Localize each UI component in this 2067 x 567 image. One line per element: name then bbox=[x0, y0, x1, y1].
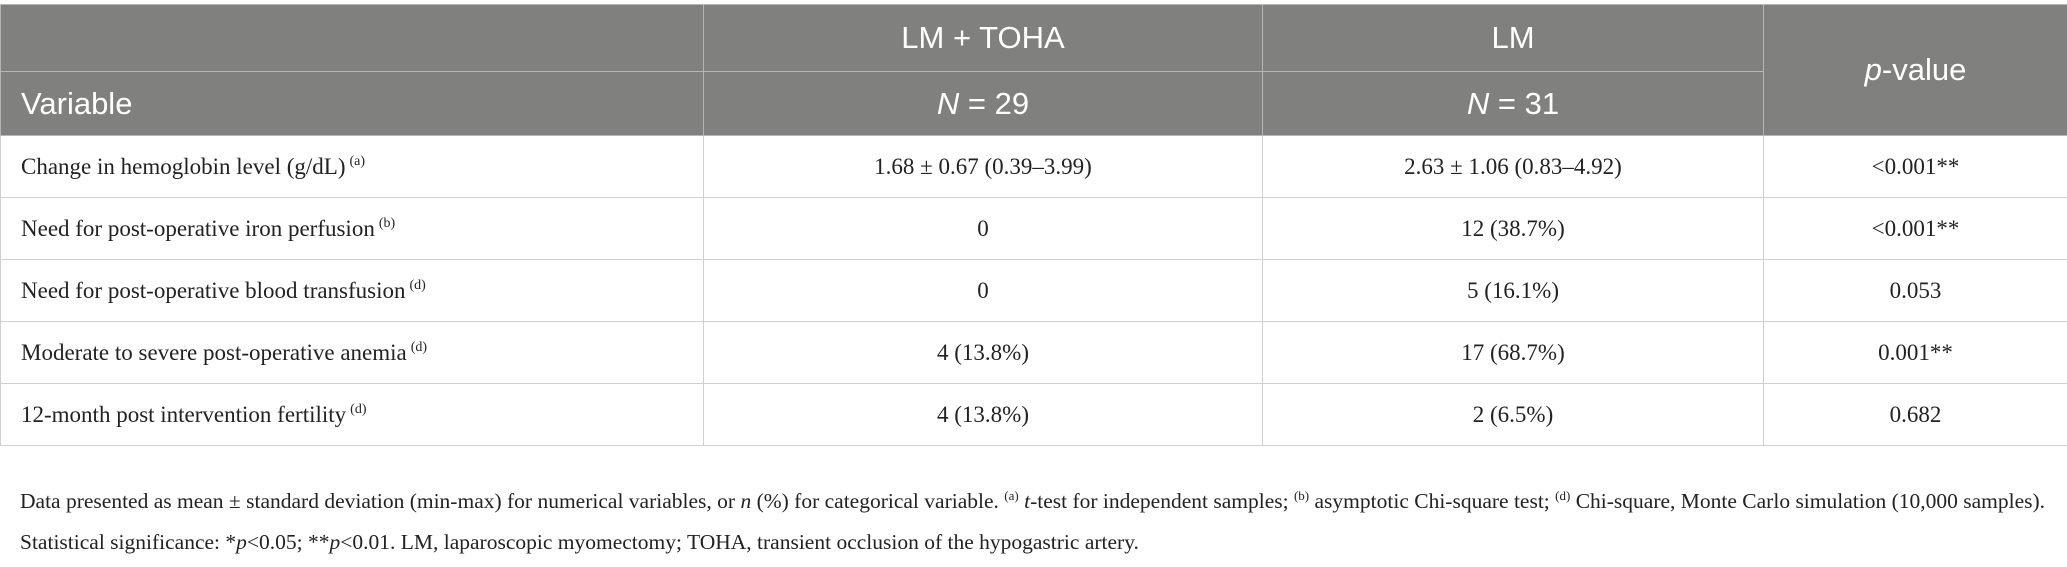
p-value-header: p-value bbox=[1763, 4, 2067, 136]
variable-cell: Need for post-operative blood transfusio… bbox=[0, 259, 704, 322]
value-cell: 0.053 bbox=[1763, 259, 2067, 322]
variable-cell: Moderate to severe post-operative anemia… bbox=[0, 321, 704, 384]
value-cell: 12 (38.7%) bbox=[1262, 197, 1764, 260]
value-cell: 1.68 ± 0.67 (0.39–3.99) bbox=[703, 135, 1263, 198]
footnote-text: t bbox=[1024, 489, 1031, 513]
data-row: Need for post-operative blood transfusio… bbox=[0, 259, 2067, 322]
variable-cell: 12-month post intervention fertility (d) bbox=[0, 383, 704, 446]
value-cell: 5 (16.1%) bbox=[1262, 259, 1764, 322]
n-symbol: N bbox=[936, 85, 960, 121]
group-name: LM + TOHA bbox=[703, 4, 1263, 72]
value-cell: 0.001** bbox=[1763, 321, 2067, 384]
variable-note: (b) bbox=[378, 215, 396, 231]
variable-cell: Change in hemoglobin level (g/dL) (a) bbox=[0, 135, 704, 198]
n-value: = 31 bbox=[1489, 85, 1560, 121]
group-n: N = 31 bbox=[1262, 71, 1764, 136]
variable-name: Need for post-operative blood transfusio… bbox=[21, 277, 406, 303]
value-cell: 4 (13.8%) bbox=[703, 383, 1263, 446]
value-cell: 0.682 bbox=[1763, 383, 2067, 446]
header-cell bbox=[0, 4, 704, 72]
footnote-text: asymptotic Chi-square test; bbox=[1309, 489, 1556, 513]
group-name: LM bbox=[1262, 4, 1764, 72]
data-row: Moderate to severe post-operative anemia… bbox=[0, 321, 2067, 384]
n-value: = 29 bbox=[959, 85, 1030, 121]
data-row: Need for post-operative iron perfusion (b… bbox=[0, 197, 2067, 260]
footnote-text: Chi-square, Monte Carlo simulation (10,0… bbox=[20, 489, 2046, 554]
value-cell: <0.001** bbox=[1763, 135, 2067, 198]
header-row: LM + TOHA LM p-value bbox=[0, 4, 2067, 136]
footnote-text: n bbox=[740, 489, 752, 513]
variable-note: (d) bbox=[350, 401, 367, 417]
value-cell: 17 (68.7%) bbox=[1262, 321, 1764, 384]
value-cell: <0.001** bbox=[1763, 197, 2067, 260]
variable-note: (d) bbox=[409, 277, 426, 293]
footnote-text: p bbox=[329, 530, 341, 554]
variable-name: 12-month post intervention fertility bbox=[21, 401, 347, 427]
table-header: LM + TOHA LM p-value Variable N = 29 N = 31 bbox=[0, 4, 2067, 136]
variable-header: Variable bbox=[0, 71, 704, 136]
p-label: -value bbox=[1881, 52, 1967, 87]
footnote-text: Data presented as mean ± standard deviat… bbox=[20, 489, 741, 513]
footnote-text: <0.05; ** bbox=[246, 530, 330, 554]
footnote-text: (%) for categorical variable. bbox=[751, 489, 1005, 513]
p-symbol: p bbox=[1864, 52, 1882, 87]
results-table: LM + TOHA LM p-value Variable N = 29 N = 31 C… bbox=[0, 4, 2067, 446]
value-cell: 4 (13.8%) bbox=[703, 321, 1263, 384]
value-cell: 0 bbox=[703, 197, 1263, 260]
header-row: Variable N = 29 N = 31 bbox=[0, 71, 2067, 136]
data-row: 12-month post intervention fertility (d) 4… bbox=[0, 383, 2067, 446]
data-row: Change in hemoglobin level (g/dL) (a) 1.68… bbox=[0, 135, 2067, 198]
footnote-text: <0.01. LM, laparoscopic myomectomy; TOHA… bbox=[340, 530, 1139, 554]
variable-name: Moderate to severe post-operative anemia bbox=[21, 339, 407, 365]
value-cell: 2 (6.5%) bbox=[1262, 383, 1764, 446]
table-body: Change in hemoglobin level (g/dL) (a) 1.68… bbox=[0, 135, 2067, 446]
n-symbol: N bbox=[1466, 85, 1490, 121]
variable-name: Need for post-operative iron perfusion bbox=[21, 215, 375, 241]
value-cell: 2.63 ± 1.06 (0.83–4.92) bbox=[1262, 135, 1764, 198]
footnote-text: (b) bbox=[1293, 488, 1310, 503]
footnote: Data presented as mean ± standard deviat… bbox=[20, 475, 2050, 563]
footnote-text: (a) bbox=[1004, 488, 1019, 503]
variable-cell: Need for post-operative iron perfusion (b… bbox=[0, 197, 704, 260]
variable-name: Change in hemoglobin level (g/dL) bbox=[21, 153, 346, 179]
group-n: N = 29 bbox=[703, 71, 1263, 136]
variable-note: (d) bbox=[410, 339, 428, 355]
footnote-text: (d) bbox=[1555, 488, 1571, 503]
variable-note: (a) bbox=[349, 153, 366, 169]
footnote-text: -test for independent samples; bbox=[1030, 489, 1294, 513]
value-cell: 0 bbox=[703, 259, 1263, 322]
footnote-text: p bbox=[236, 530, 247, 554]
